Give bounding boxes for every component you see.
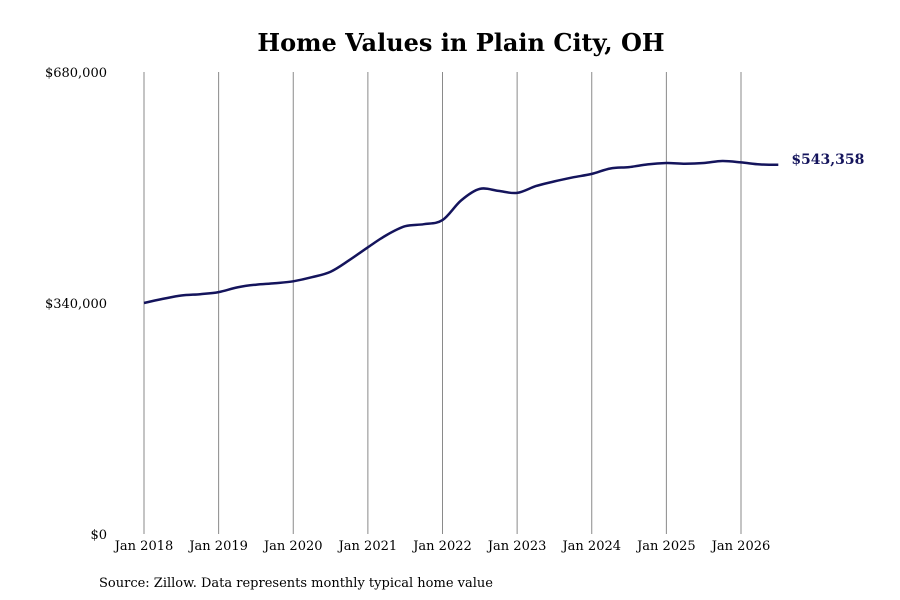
x-tick-label: Jan 2021 <box>337 539 398 554</box>
x-tick-label: Jan 2019 <box>187 539 248 554</box>
source-note: Source: Zillow. Data represents monthly … <box>99 576 493 591</box>
gridlines <box>143 72 742 534</box>
home-value-line <box>143 159 779 305</box>
x-tick-label: Jan 2024 <box>560 539 621 554</box>
chart-title: Home Values in Plain City, OH <box>257 28 664 57</box>
y-tick-label: $0 <box>90 528 107 543</box>
y-tick-label: $340,000 <box>45 297 107 312</box>
series-layer <box>143 159 779 305</box>
y-axis: $0 $340,000 $680,000 <box>45 66 107 543</box>
end-value-label: $543,358 <box>791 152 864 168</box>
x-tick-label: Jan 2022 <box>411 539 472 554</box>
x-axis: Jan 2018 Jan 2019 Jan 2020 Jan 2021 Jan 2022… <box>113 539 771 554</box>
x-tick-label: Jan 2025 <box>635 539 696 554</box>
x-tick-label: Jan 2026 <box>710 539 771 554</box>
x-tick-label: Jan 2023 <box>486 539 547 554</box>
x-tick-label: Jan 2020 <box>262 539 323 554</box>
x-tick-label: Jan 2018 <box>113 539 174 554</box>
y-tick-label: $680,000 <box>45 66 107 81</box>
